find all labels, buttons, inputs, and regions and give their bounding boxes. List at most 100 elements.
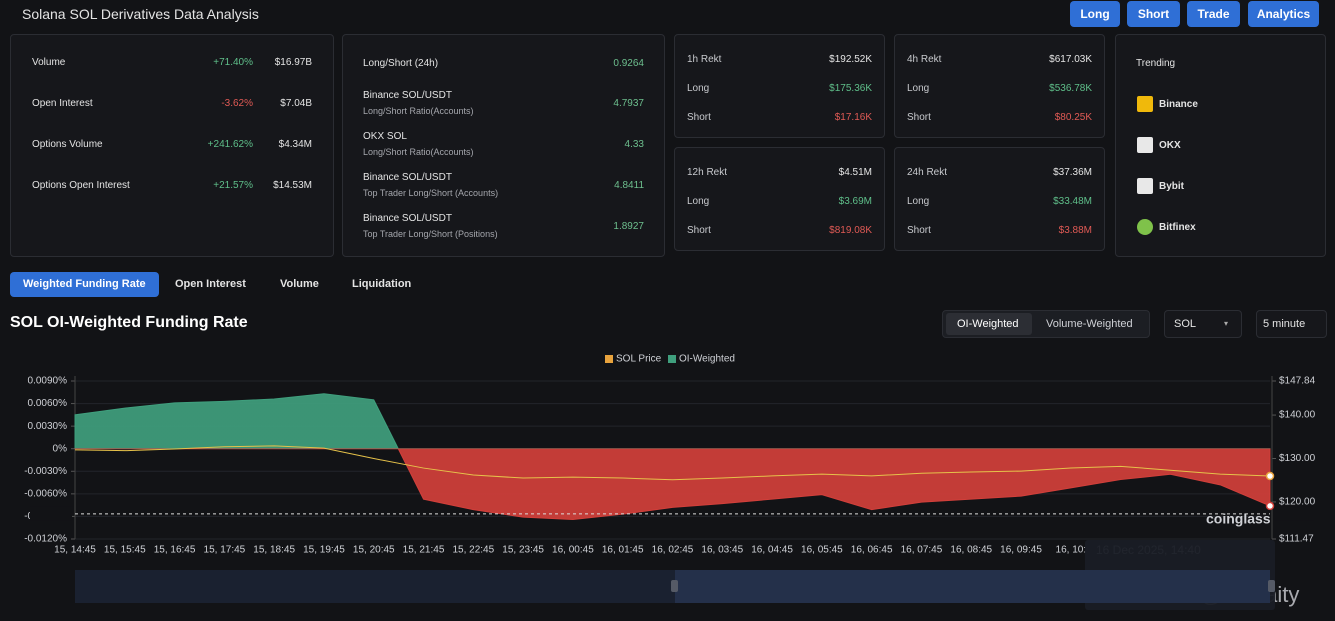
rekt-title: 24h Rekt	[907, 167, 948, 178]
y-tick-label: 0.0090%	[28, 376, 68, 387]
section-title: SOL OI-Weighted Funding Rate	[10, 314, 248, 331]
ratio-subtitle: Top Trader Long/Short (Accounts)	[363, 188, 499, 198]
price-line	[74, 445, 1271, 481]
x-tick-label: 15, 20:45	[353, 545, 395, 556]
ratio-subtitle: Long/Short Ratio(Accounts)	[363, 106, 474, 116]
x-tick-label: 15, 16:45	[154, 545, 196, 556]
rekt-label: Long	[907, 83, 930, 94]
ratio-value: 0.9264	[613, 58, 644, 69]
rekt-value: $17.16K	[834, 112, 872, 123]
rekt-total: $37.36M	[1053, 167, 1092, 178]
nav-button[interactable]: Analytics	[1248, 1, 1319, 27]
x-tick-label: 16, 06:45	[851, 545, 893, 556]
rekt-value: $3.69M	[838, 196, 872, 207]
tab[interactable]: Open Interest	[175, 278, 246, 290]
toggle-option[interactable]: Volume-Weighted	[1046, 318, 1133, 330]
rekt-title: 12h Rekt	[687, 167, 728, 178]
legend-swatch	[668, 355, 676, 363]
rekt-card: 24h Rekt $37.36M Long $33.48M Short $3.88M	[894, 147, 1105, 251]
long-short-card: Long/Short (24h) 0.9264 Binance SOL/USDT Lo…	[342, 34, 665, 257]
stat-value: $14.53M	[273, 180, 312, 191]
ratio-title: Binance SOL/USDT	[363, 172, 452, 183]
x-tick-label: 15, 23:45	[502, 545, 544, 556]
ratio-value: 4.33	[624, 139, 644, 150]
x-tick-label: 16, 08:45	[950, 545, 992, 556]
nav-button[interactable]: Trade	[1187, 1, 1240, 27]
rekt-card: 1h Rekt $192.52K Long $175.36K Short $17.16K	[674, 34, 885, 138]
exchange-name[interactable]: Bitfinex	[1159, 222, 1196, 233]
stat-label: Options Open Interest	[32, 180, 130, 191]
toggle-option[interactable]: OI-Weighted	[957, 318, 1019, 330]
rekt-value: $3.88M	[1058, 225, 1092, 236]
y-tick-label: 0%	[53, 443, 68, 454]
exchange-name[interactable]: Binance	[1159, 99, 1198, 110]
y-tick-label: -0.0120%	[24, 534, 67, 545]
x-tick-label: 16, 01:45	[602, 545, 644, 556]
exchange-name[interactable]: OKX	[1159, 140, 1181, 151]
ratio-title: Binance SOL/USDT	[363, 213, 452, 224]
trending-title: Trending	[1136, 58, 1176, 69]
x-tick-label: 16, 10:	[1056, 545, 1087, 556]
rekt-title: 4h Rekt	[907, 54, 942, 65]
navigator-window[interactable]	[675, 570, 1270, 603]
funding-area	[74, 393, 1271, 520]
ratio-title: Binance SOL/USDT	[363, 90, 452, 101]
navigator-handle[interactable]	[671, 580, 678, 592]
y2-tick-label: $147.84	[1279, 376, 1316, 387]
coin-select[interactable]	[1164, 310, 1242, 338]
rekt-label: Long	[907, 196, 930, 207]
y-tick-label: 0.0060%	[28, 398, 68, 409]
x-tick-label: 15, 22:45	[452, 545, 494, 556]
y-tick-label: 0.0030%	[28, 421, 68, 432]
stat-change: -3.62%	[221, 98, 253, 109]
tab[interactable]: Liquidation	[352, 278, 412, 290]
crosshair-label-bg	[30, 506, 72, 521]
rekt-value: $80.25K	[1054, 112, 1092, 123]
tab[interactable]: Volume	[280, 278, 319, 290]
navigator-handle[interactable]	[1268, 580, 1275, 592]
x-tick-label: 16, 07:45	[901, 545, 943, 556]
watermark: coinglass	[1206, 511, 1271, 527]
stat-label: Volume	[32, 57, 66, 68]
crosshair-label-bg	[1274, 506, 1314, 521]
rekt-value: $33.48M	[1053, 196, 1092, 207]
x-tick-label: 15, 18:45	[253, 545, 295, 556]
stats-card: Volume +71.40% $16.97B Open Interest -3.62% $…	[10, 34, 334, 257]
x-tick-label: 16, 00:45	[552, 545, 594, 556]
legend-swatch	[605, 355, 613, 363]
chart: 0.0090% 0.0060% 0.0030% 0% -0.0030% -0.0060% -…	[24, 354, 1316, 610]
trending-card: Trending Binance OKX Bybit Bitfinex	[1115, 34, 1326, 257]
ratio-title: OKX SOL	[363, 131, 407, 142]
exchange-name[interactable]: Bybit	[1159, 181, 1184, 192]
y2-tick-label: $120.00	[1279, 497, 1316, 508]
rekt-value: $819.08K	[829, 225, 872, 236]
select-caret: ▾	[1224, 319, 1229, 328]
ratio-value: 4.8411	[614, 180, 644, 191]
rekt-value: $175.36K	[829, 83, 872, 94]
nav-button[interactable]: Long	[1070, 1, 1120, 27]
end-point	[1265, 501, 1275, 511]
rekt-label: Long	[687, 196, 710, 207]
stat-label: Options Volume	[32, 139, 103, 150]
rekt-card: 4h Rekt $617.03K Long $536.78K Short $80.25K	[894, 34, 1105, 138]
nav-button[interactable]: Short	[1127, 1, 1180, 27]
rekt-value: $536.78K	[1049, 83, 1092, 94]
legend-label: SOL Price	[616, 354, 662, 365]
rekt-label: Short	[687, 225, 711, 236]
tab[interactable]: Weighted Funding Rate	[10, 272, 159, 297]
rekt-label: Long	[687, 83, 710, 94]
x-tick-label: 16, 05:45	[801, 545, 843, 556]
x-tick-label: 16, 09:45	[1000, 545, 1042, 556]
interval-value: 5 minute	[1263, 318, 1306, 330]
ratio-value: 4.7937	[613, 98, 644, 109]
stat-label: Open Interest	[32, 98, 93, 109]
x-tick-label: 16, 02:45	[652, 545, 694, 556]
stat-change: +241.62%	[207, 139, 253, 150]
ratio-value: 1.8927	[613, 221, 644, 232]
exchange-icon	[1137, 96, 1153, 112]
stat-value: $16.97B	[274, 57, 312, 68]
y-tick-label: -0.0030%	[24, 466, 67, 477]
rekt-total: $192.52K	[829, 54, 872, 65]
interval-select[interactable]	[1256, 310, 1327, 338]
